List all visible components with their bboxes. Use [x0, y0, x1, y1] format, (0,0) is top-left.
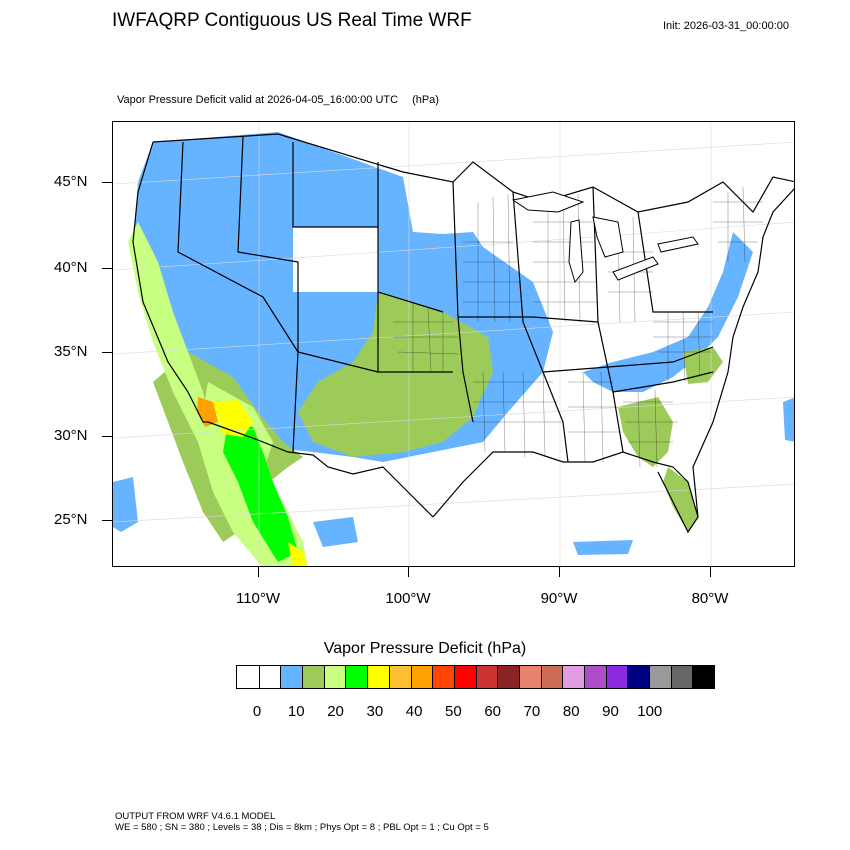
vpd-region-blue-mexico [313, 517, 358, 547]
lat-tick [102, 520, 112, 521]
colorbar-swatch [540, 666, 563, 688]
colorbar-tick-label: 90 [602, 703, 619, 720]
map-panel [112, 121, 795, 567]
vpd-region-green-california [128, 222, 218, 462]
colorbar [236, 665, 716, 689]
state-line-1 [177, 141, 299, 353]
vpd-region-blue-atlantic [783, 397, 794, 442]
lat-label-30n: 30°N [54, 427, 88, 444]
colorbar-title: Vapor Pressure Deficit (hPa) [323, 640, 527, 657]
colorbar-swatch [692, 666, 715, 688]
colorbar-tick-label: 50 [445, 703, 462, 720]
lake-superior [511, 191, 585, 213]
vpd-region-olive-plains [298, 292, 493, 457]
great-lakes [511, 191, 699, 284]
vpd-region-olive-southeast [618, 397, 673, 467]
lat-tick [102, 352, 112, 353]
colorbar-swatch [584, 666, 606, 688]
colorbar-swatch [388, 666, 411, 688]
colorbar-tick-label: 0 [252, 703, 262, 720]
lat-label-45n: 45°N [54, 173, 88, 190]
state-line-13 [612, 371, 714, 393]
colorbar-swatch [345, 666, 368, 688]
colorbar-tick-label: 20 [327, 703, 344, 720]
lat-label-40n: 40°N [54, 259, 88, 276]
vpd-region-blue-cuba [573, 540, 633, 555]
colorbar-swatch [518, 666, 541, 688]
fill-layer [113, 132, 794, 566]
colorbar-swatch [497, 666, 519, 688]
colorbar-swatch [670, 666, 693, 688]
colorbar-swatch [237, 666, 259, 688]
vpd-region-olive-florida [663, 467, 698, 532]
colorbar-tick-label: 80 [562, 703, 580, 720]
field-units-label: (hPa) [412, 94, 439, 106]
colorbar-tick-label: 70 [523, 703, 541, 720]
colorbar-swatch [562, 666, 584, 688]
lon-label-80w: 80°W [691, 590, 729, 607]
vpd-region-yellow-baja [288, 542, 308, 566]
atlantic-coast [692, 188, 794, 518]
vpd-region-white-wyoming [293, 227, 378, 292]
us-canada-border [152, 133, 794, 213]
lon-label-100w: 100°W [385, 590, 431, 607]
colorbar-swatch [432, 666, 454, 688]
lake-ontario [657, 236, 699, 253]
colorbar-swatch [627, 666, 650, 688]
lon-label-90w: 90°W [540, 590, 578, 607]
graticule [113, 122, 794, 566]
colorbar-swatch [258, 666, 281, 688]
model-footer: OUTPUT FROM WRF V4.6.1 MODEL WE = 580 ; … [115, 811, 489, 833]
colorbar-swatch [453, 666, 476, 688]
lat-tick [102, 436, 112, 437]
colorbar-tick-label: 40 [405, 703, 423, 720]
vpd-map [113, 122, 794, 566]
colorbar-swatch [302, 666, 324, 688]
state-line-11 [637, 211, 713, 313]
lon-tick [710, 567, 711, 577]
state-line-10 [592, 186, 624, 453]
lon-label-110w: 110°W [235, 590, 281, 607]
vpd-region-green-sonora [223, 422, 298, 562]
footer-config-line: WE = 580 ; SN = 380 ; Levels = 38 ; Dis … [115, 822, 489, 833]
vpd-region-olive-carolinas [683, 347, 723, 384]
lon-tick [408, 567, 409, 577]
pacific-coast [132, 141, 208, 423]
colorbar-tick-label: 30 [366, 703, 384, 720]
colorbar-tick-label: 10 [287, 703, 305, 720]
lat-tick [102, 268, 112, 269]
state-borders [132, 133, 794, 534]
colorbar-swatch [649, 666, 671, 688]
colorbar-tick-label: 60 [484, 703, 501, 720]
footer-model-line: OUTPUT FROM WRF V4.6.1 MODEL [115, 811, 276, 822]
state-line-7 [297, 351, 379, 373]
vpd-region-blue-gulf-mexico [113, 477, 138, 532]
state-line-12 [458, 316, 599, 323]
lake-erie [612, 256, 659, 281]
lon-tick [258, 567, 259, 577]
field-valid-time-label: Vapor Pressure Deficit valid at 2026-04-… [117, 94, 399, 106]
state-line-6 [452, 181, 474, 423]
colorbar-swatch [323, 666, 346, 688]
lake-michigan [568, 219, 584, 284]
lake-huron [592, 216, 624, 258]
colorbar-swatch [605, 666, 628, 688]
init-time-label: Init: 2026-03-31_00:00:00 [663, 20, 789, 32]
state-line-5 [377, 292, 453, 373]
lon-tick [559, 567, 560, 577]
lat-tick [102, 182, 112, 183]
colorbar-swatch [410, 666, 433, 688]
us-mexico-border [207, 421, 434, 518]
field-title: Vapor Pressure Deficit valid at 2026-04-… [117, 94, 439, 106]
gulf-coast [432, 451, 699, 534]
colorbar-swatch [280, 666, 303, 688]
state-line-2 [237, 136, 299, 453]
lat-label-35n: 35°N [54, 343, 88, 360]
colorbar-tick-label: 100 [637, 703, 663, 720]
lat-label-25n: 25°N [54, 511, 88, 528]
colorbar-swatch [475, 666, 498, 688]
map-title: IWFAQRP Contiguous US Real Time WRF [112, 10, 472, 31]
colorbar-swatch [367, 666, 389, 688]
